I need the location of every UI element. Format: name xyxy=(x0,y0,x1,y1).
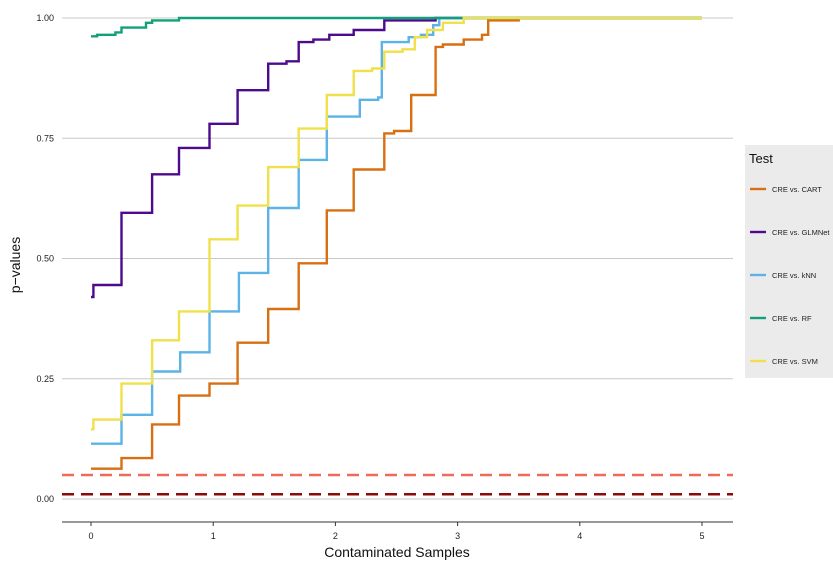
y-tick-label-3: 0.75 xyxy=(36,133,54,143)
x-axis-title: Contaminated Samples xyxy=(324,544,470,560)
legend-background xyxy=(745,145,833,378)
x-tick-label-2: 2 xyxy=(333,531,338,541)
legend-items: CRE vs. CART CRE vs. GLMNet CRE vs. kNN CRE… xyxy=(750,185,830,366)
y-tick-label-1: 0.25 xyxy=(36,374,54,384)
legend-label-4: CRE vs. SVM xyxy=(772,357,818,366)
x-axis-ticks: 0 1 2 3 4 5 xyxy=(88,522,705,541)
y-tick-label-4: 1.00 xyxy=(36,13,54,23)
series-cre-vs-glmnet xyxy=(91,16,702,299)
series-cre-vs-knn xyxy=(91,16,702,445)
y-axis-ticks: 0.00 0.25 0.50 0.75 1.00 xyxy=(36,13,54,504)
gridlines xyxy=(62,17,733,500)
legend-title: Test xyxy=(749,151,773,166)
series-lines xyxy=(91,16,702,470)
legend-label-1: CRE vs. GLMNet xyxy=(772,228,830,237)
x-tick-label-4: 4 xyxy=(577,531,582,541)
x-tick-label-1: 1 xyxy=(211,531,216,541)
y-axis-title: p−values xyxy=(7,237,23,293)
legend-label-0: CRE vs. CART xyxy=(772,185,822,194)
y-tick-label-2: 0.50 xyxy=(36,254,54,264)
series-cre-vs-svm xyxy=(91,16,702,431)
series-cre-vs-rf xyxy=(91,16,702,38)
x-tick-label-3: 3 xyxy=(455,531,460,541)
y-tick-label-0: 0.00 xyxy=(36,494,54,504)
x-tick-label-0: 0 xyxy=(88,531,93,541)
legend-label-3: CRE vs. RF xyxy=(772,314,812,323)
series-cre-vs-cart xyxy=(91,16,702,470)
reference-lines xyxy=(62,473,733,496)
x-tick-label-5: 5 xyxy=(699,531,704,541)
legend-label-2: CRE vs. kNN xyxy=(772,271,816,280)
legend: Test CRE vs. CART CRE vs. GLMNet CRE vs. k… xyxy=(745,145,833,378)
